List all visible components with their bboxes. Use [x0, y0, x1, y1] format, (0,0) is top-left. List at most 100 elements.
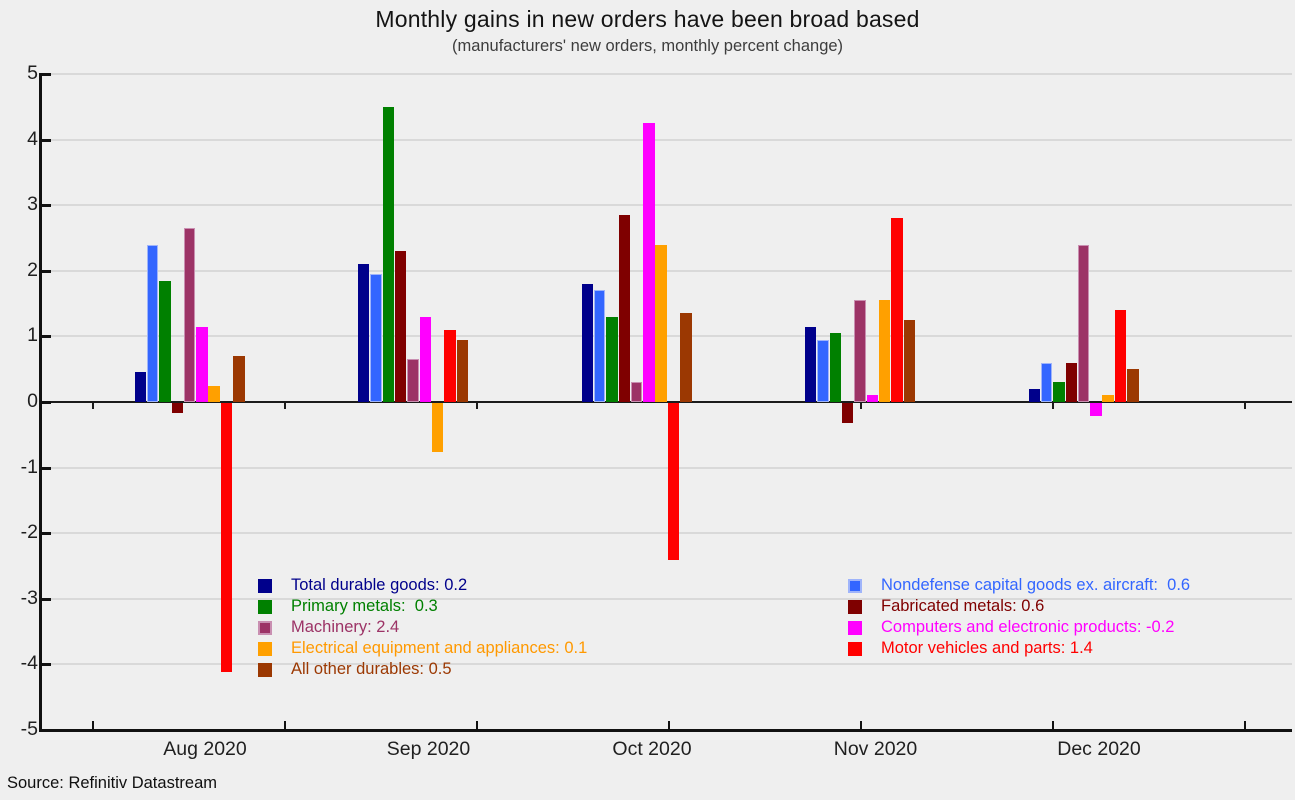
y-axis-tick: [42, 532, 51, 536]
y-axis-label: -2: [20, 521, 38, 544]
y-axis-tick: [42, 138, 51, 142]
bar: [878, 300, 891, 402]
bar: [805, 326, 817, 402]
bar: [456, 339, 469, 402]
legend-label: Total durable goods: 0.2: [291, 576, 468, 594]
legend-item: Fabricated metals: 0.6: [848, 596, 1044, 617]
legend-label: Primary metals: 0.3: [291, 597, 438, 615]
bar: [903, 320, 916, 402]
y-axis-tick: [42, 401, 51, 404]
bar: [891, 218, 903, 402]
zero-line-tick: [284, 403, 286, 409]
bar: [1053, 382, 1065, 402]
y-axis-label: 2: [27, 258, 38, 281]
y-axis-tick: [42, 269, 51, 273]
bar: [581, 283, 593, 402]
bar: [159, 280, 171, 402]
bar: [1065, 362, 1077, 402]
bar: [866, 395, 879, 402]
bar: [1102, 395, 1114, 402]
x-axis-month-label: Oct 2020: [612, 738, 692, 760]
bar: [1090, 403, 1102, 417]
x-axis-tick: [476, 721, 478, 729]
y-axis-label: 0: [27, 390, 38, 412]
x-axis-line: [39, 729, 1292, 732]
zero-line-tick: [1244, 403, 1246, 409]
bar: [854, 300, 866, 402]
gridline: [42, 466, 1292, 469]
legend-item: Total durable goods: 0.2: [258, 575, 467, 596]
legend-label: Fabricated metals: 0.6: [881, 597, 1045, 615]
bar: [1040, 362, 1053, 402]
x-axis-month-label: Sep 2020: [386, 738, 471, 760]
legend-label: Nondefense capital goods ex. aircraft: 0…: [881, 576, 1191, 594]
legend-label: Electrical equipment and appliances: 0.1: [291, 639, 588, 657]
zero-line: [42, 401, 1292, 403]
gridline: [42, 532, 1292, 535]
bar: [358, 264, 370, 402]
x-axis-tick: [668, 721, 670, 729]
gridline: [42, 73, 1292, 75]
y-axis-label: 3: [27, 193, 38, 216]
bar: [183, 228, 196, 402]
legend-item: Machinery: 2.4: [258, 617, 399, 638]
legend-swatch: [258, 578, 272, 593]
legend-swatch: [848, 578, 862, 593]
x-axis-month-label: Aug 2020: [163, 738, 247, 760]
gridline: [42, 663, 1292, 666]
bar: [655, 244, 667, 402]
bar: [233, 356, 245, 402]
legend-label: Machinery: 2.4: [291, 618, 400, 636]
gridline: [42, 335, 1292, 338]
bar: [196, 326, 208, 402]
legend-swatch: [848, 620, 862, 635]
y-axis-label: -1: [20, 455, 38, 478]
zero-line-tick: [860, 403, 862, 409]
legend-item: Primary metals: 0.3: [258, 596, 438, 617]
x-axis-month-label: Dec 2020: [1057, 738, 1141, 760]
y-axis-tick: [42, 73, 51, 76]
legend-label: All other durables: 0.5: [291, 660, 452, 678]
gridline: [42, 204, 1292, 207]
y-axis-line: [39, 73, 42, 732]
gridline: [42, 597, 1292, 600]
bar: [630, 382, 643, 402]
y-axis-label: -3: [20, 586, 38, 609]
y-axis-tick: [42, 663, 51, 667]
bar: [444, 329, 456, 402]
legend-swatch: [848, 641, 862, 656]
legend-swatch: [258, 620, 272, 635]
bar: [146, 244, 159, 402]
legend-item: Motor vehicles and parts: 1.4: [848, 638, 1093, 659]
y-axis-label: -5: [20, 718, 38, 740]
bar: [667, 403, 680, 561]
legend-item: Electrical equipment and appliances: 0.1: [258, 638, 587, 659]
x-axis-month-label: Nov 2020: [833, 738, 918, 760]
y-axis-tick: [42, 204, 51, 208]
legend-swatch: [258, 662, 272, 677]
legend-label: Motor vehicles and parts: 1.4: [881, 639, 1093, 657]
bar: [618, 215, 630, 402]
zero-line-tick: [92, 403, 94, 409]
bar: [407, 359, 419, 402]
legend-label: Computers and electronic products: -0.2: [881, 618, 1175, 636]
bar: [680, 313, 692, 402]
gridline: [42, 138, 1292, 141]
bar: [134, 372, 146, 402]
source-note: Source: Refinitiv Datastream: [7, 774, 217, 792]
legend-item: Computers and electronic products: -0.2: [848, 617, 1174, 638]
legend-item: All other durables: 0.5: [258, 659, 452, 680]
bar: [431, 403, 444, 453]
bar: [606, 316, 618, 402]
chart-title: Monthly gains in new orders have been br…: [375, 6, 920, 32]
bar: [171, 403, 183, 413]
bar: [1114, 310, 1127, 402]
bar: [370, 274, 382, 402]
x-axis-tick: [92, 721, 94, 729]
zero-line-tick: [476, 403, 478, 409]
legend-item: Nondefense capital goods ex. aircraft: 0…: [848, 575, 1190, 596]
bar: [842, 403, 854, 423]
y-axis-tick: [42, 335, 51, 339]
bar: [1127, 369, 1139, 402]
y-axis-tick: [42, 466, 51, 470]
